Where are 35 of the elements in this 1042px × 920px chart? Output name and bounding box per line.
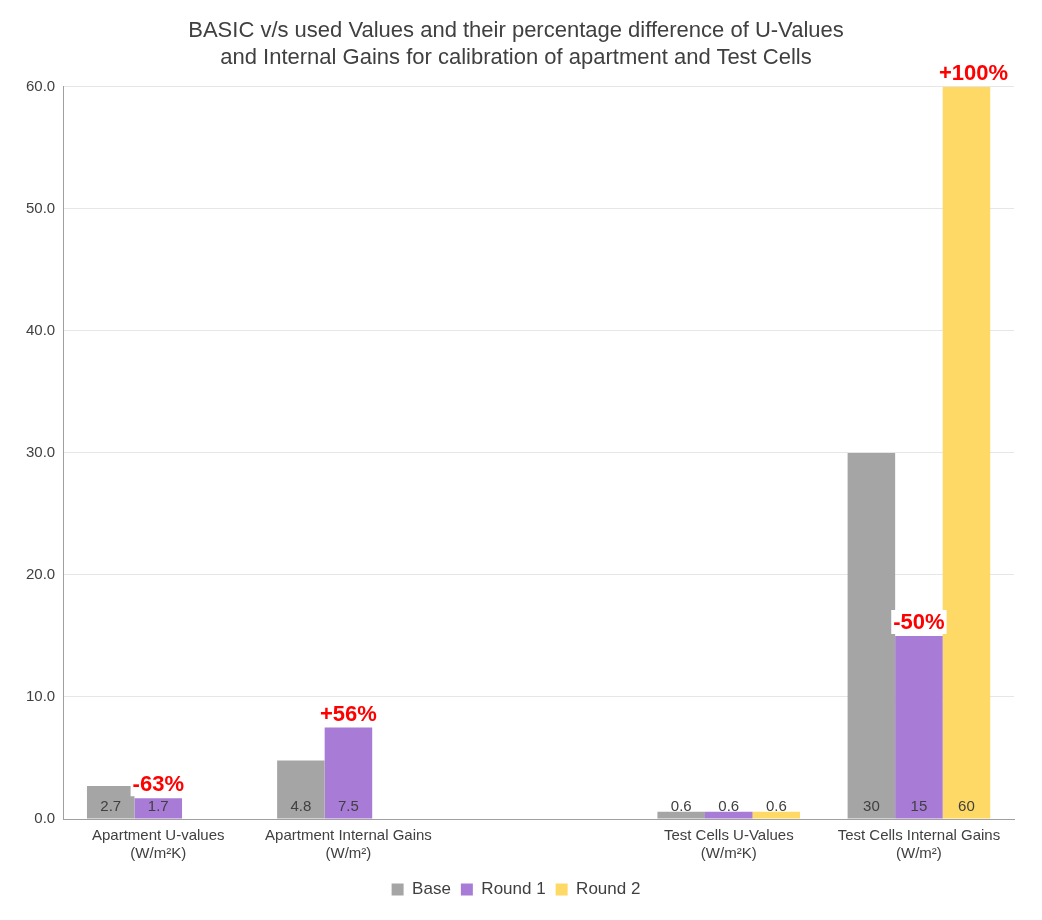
chart-title: BASIC v/s used Values and their percentage difference of U-Values and Internal Gains for calibration of apartment and Test Cells <box>188 17 844 69</box>
data-label: 0.6 <box>718 797 740 815</box>
data-label: 0.6 <box>670 797 692 815</box>
x-tick-label: Apartment U-values (W/m²K) <box>91 826 225 862</box>
data-label: 1.7 <box>147 797 169 815</box>
annotation: -50% <box>893 609 945 635</box>
annotation: +56% <box>319 700 377 726</box>
data-label: 7.5 <box>338 797 359 815</box>
y-tick-label: 0.0 <box>34 809 56 827</box>
bar <box>134 798 183 819</box>
y-tick-label: 60.0 <box>25 76 56 94</box>
legend-label: Round 1 <box>481 879 546 899</box>
x-tick-label: Apartment Internal Gains (W/m²) <box>265 826 432 862</box>
text: +100% <box>938 59 1008 85</box>
y-tick-label: 30.0 <box>25 443 56 461</box>
bar <box>942 86 991 819</box>
y-tick-label: 20.0 <box>25 565 56 583</box>
bar <box>752 811 801 819</box>
annotation: -63% <box>132 771 184 797</box>
y-tick-label: 40.0 <box>25 321 56 339</box>
data-label: 15 <box>910 797 928 815</box>
data-label: 30 <box>863 797 880 815</box>
data-label: 60 <box>958 797 975 815</box>
bar <box>704 811 753 819</box>
bar <box>324 727 373 819</box>
data-label: 2.7 <box>100 797 122 815</box>
y-tick-label: 10.0 <box>25 687 56 705</box>
y-tick-label: 50.0 <box>25 198 56 216</box>
x-tick-label: Test Cells Internal Gains (W/m²) <box>837 826 1001 862</box>
legend-label: Round 2 <box>576 879 641 899</box>
data-label: 0.6 <box>765 797 787 815</box>
legend-label: Base <box>412 879 451 899</box>
bar <box>895 635 943 819</box>
x-tick-label: Test Cells U-Values (W/m²K) <box>663 826 794 862</box>
data-label: 4.8 <box>290 797 312 815</box>
